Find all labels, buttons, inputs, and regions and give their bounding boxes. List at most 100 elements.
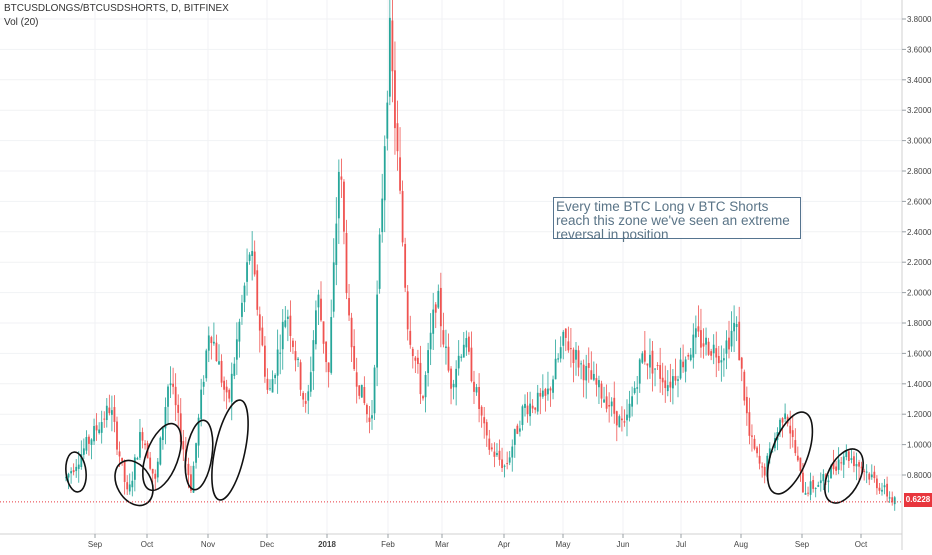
candle-body <box>804 493 807 495</box>
candle-body <box>327 362 330 373</box>
candle-body <box>294 351 297 361</box>
candle-body <box>809 481 812 495</box>
candle-body <box>447 346 450 371</box>
candle-body <box>626 414 628 421</box>
annotation-line-3: reversal in position <box>556 227 669 242</box>
candle-body <box>564 328 567 338</box>
candle-body <box>847 451 850 461</box>
candle-body <box>126 482 129 490</box>
hand-drawn-circle <box>114 459 154 507</box>
candle-body <box>80 454 83 468</box>
candle-body <box>154 473 157 479</box>
candle-body <box>613 397 616 414</box>
symbol-title[interactable]: BTCUSDLONGS/BTCUSDSHORTS, D, BITFINEX <box>4 3 229 14</box>
candle-body <box>483 417 486 424</box>
candle-body <box>394 70 396 129</box>
volume-indicator-label[interactable]: Vol (20) <box>4 17 39 28</box>
annotation-line-2: reach this zone we've seen an extreme <box>556 213 790 228</box>
candle-body <box>623 421 626 423</box>
candle-body <box>610 401 613 407</box>
candle-body <box>562 331 565 346</box>
candle-body <box>366 404 368 415</box>
candle-body <box>238 321 241 342</box>
candle-body <box>794 440 797 454</box>
candle-body <box>876 478 878 489</box>
candle-body <box>822 474 825 482</box>
candle-body <box>835 466 837 471</box>
candle-body <box>309 372 312 392</box>
candle-body <box>116 421 118 450</box>
candle-body <box>758 455 761 464</box>
candle-body <box>702 343 705 347</box>
candle-body <box>541 390 544 397</box>
candle-body <box>378 234 381 289</box>
candle-body <box>386 102 389 139</box>
y-tick-label: 1.4000 <box>907 380 932 389</box>
candle-body <box>396 123 399 152</box>
candle-body <box>363 387 366 404</box>
candle-body <box>241 302 243 317</box>
candle-body <box>855 463 858 467</box>
candle-body <box>789 425 792 434</box>
candle-body <box>682 361 684 368</box>
candle-body <box>317 294 320 308</box>
candle-body <box>77 464 80 469</box>
candle-body <box>141 432 144 441</box>
candle-body <box>598 380 600 388</box>
candle-body <box>358 385 361 396</box>
candle-body <box>325 341 327 363</box>
candle-body <box>720 360 723 363</box>
candle-body <box>891 497 894 503</box>
hand-drawn-circle <box>211 399 249 501</box>
candle-body <box>118 451 121 457</box>
candle-body <box>162 427 164 440</box>
candle-body <box>544 388 547 396</box>
candle-body <box>235 339 238 360</box>
candle-body <box>717 355 720 364</box>
candle-body <box>383 146 386 201</box>
candle-body <box>654 368 656 370</box>
candle-body <box>320 298 322 321</box>
candle-body <box>779 419 781 432</box>
candle-body <box>371 415 373 419</box>
candle-body <box>554 358 557 380</box>
candle-body <box>85 437 88 451</box>
candle-body <box>888 497 891 499</box>
candle-body <box>136 457 139 460</box>
candle-body <box>343 181 345 232</box>
candle-body <box>490 447 493 450</box>
candle-body <box>108 407 111 414</box>
candle-body <box>577 350 580 368</box>
candle-body <box>139 432 141 458</box>
candle-body <box>684 359 687 372</box>
candle-body <box>269 388 271 390</box>
candle-body <box>174 386 177 406</box>
candle-body <box>233 363 236 376</box>
candle-body <box>271 379 274 393</box>
candle-body <box>636 387 639 389</box>
candle-body <box>67 473 70 478</box>
candle-body <box>452 383 455 388</box>
x-tick-label: Sep <box>795 540 810 549</box>
y-tick-label: 2.6000 <box>907 197 932 206</box>
candle-body <box>442 330 445 345</box>
candle-body <box>886 483 888 497</box>
candle-body <box>830 465 832 479</box>
x-tick-label: Oct <box>855 540 868 549</box>
candle-body <box>424 374 427 398</box>
candle-body <box>302 392 305 400</box>
candle-body <box>417 357 419 365</box>
candle-body <box>536 392 539 412</box>
y-tick-label: 2.4000 <box>907 228 932 237</box>
candle-body <box>475 387 478 393</box>
candle-body <box>661 377 664 383</box>
y-tick-label: 1.0000 <box>907 441 932 450</box>
candle-body <box>434 304 437 313</box>
annotation-box[interactable]: Every time BTC Long v BTC Shorts reach t… <box>553 197 801 242</box>
candle-body <box>728 337 730 350</box>
candle-body <box>664 380 667 389</box>
y-tick-label: 1.8000 <box>907 319 932 328</box>
candle-body <box>638 359 641 384</box>
